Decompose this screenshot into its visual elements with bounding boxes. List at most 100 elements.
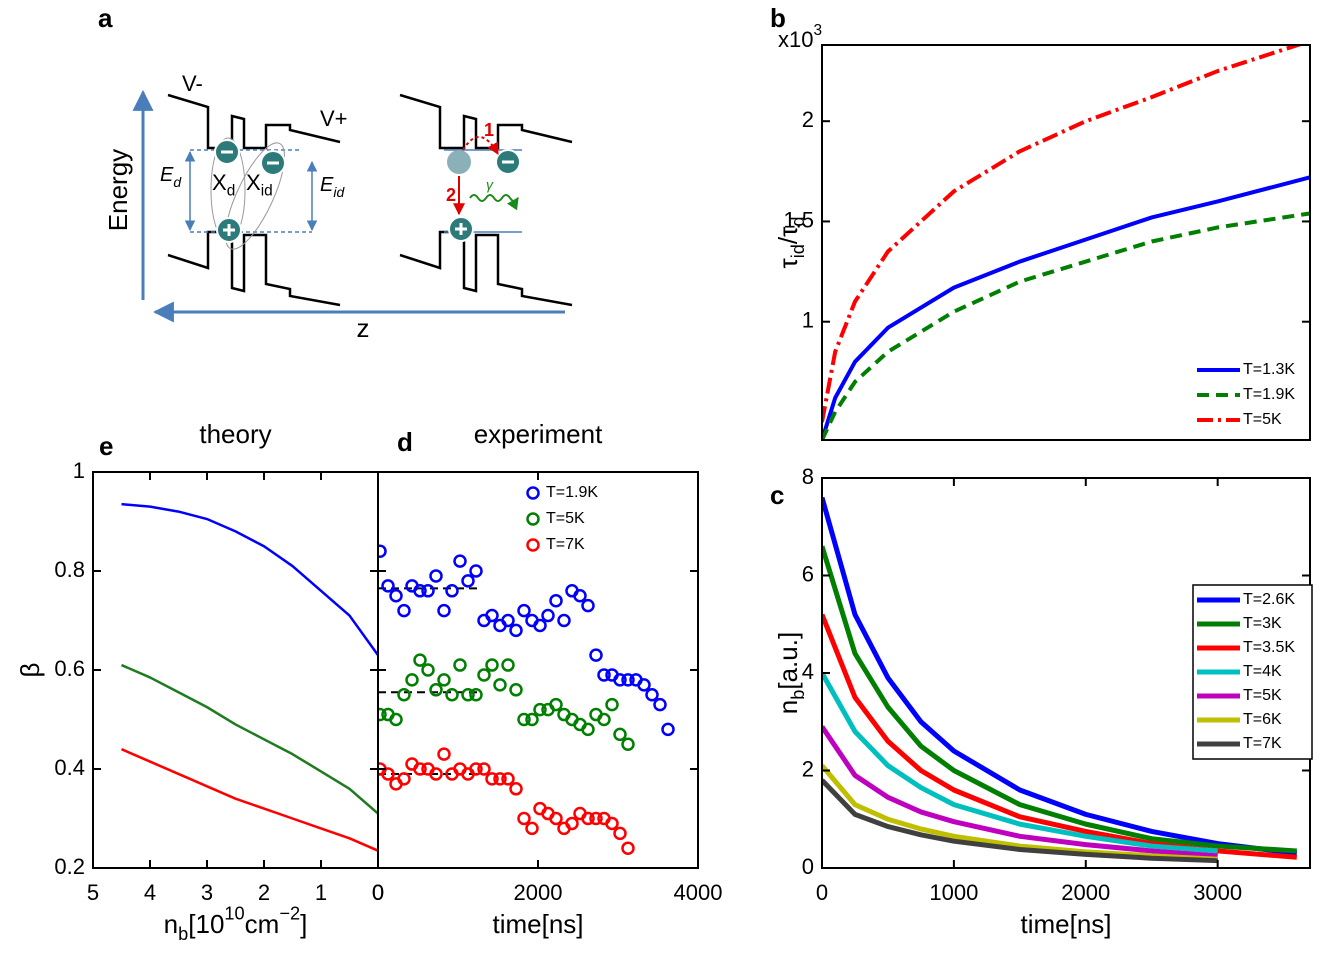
plot-frame bbox=[821, 44, 1311, 441]
series-line bbox=[822, 671, 1218, 854]
legend-label: T=2.6K bbox=[1243, 591, 1295, 608]
data-point bbox=[581, 722, 595, 737]
valence-band bbox=[167, 230, 341, 307]
x-axis-label: time[ns] bbox=[492, 909, 583, 939]
text-part: −2 bbox=[279, 903, 300, 923]
data-point bbox=[381, 767, 395, 781]
data-point bbox=[549, 811, 563, 826]
text-part: d bbox=[227, 183, 236, 200]
data-point bbox=[477, 762, 491, 776]
panel-title: experiment bbox=[474, 419, 603, 449]
data-point bbox=[501, 772, 515, 786]
text-part: 3 bbox=[813, 22, 822, 39]
data-point bbox=[621, 673, 635, 687]
data-point bbox=[469, 688, 483, 702]
text-part: X bbox=[212, 170, 227, 195]
x-tick-label: 0 bbox=[372, 880, 384, 905]
data-point bbox=[597, 668, 611, 682]
x-tick-label: 2 bbox=[258, 880, 270, 905]
panel-label: d bbox=[397, 427, 413, 457]
data-point bbox=[589, 811, 603, 826]
data-point bbox=[389, 589, 403, 603]
x-tick-label: 1000 bbox=[929, 880, 978, 905]
text-part: cm bbox=[245, 909, 280, 939]
data-point bbox=[525, 821, 539, 836]
y-tick-label: 2 bbox=[802, 756, 814, 781]
x-tick-label: 3 bbox=[201, 880, 213, 905]
x-tick-label: 1 bbox=[315, 880, 327, 905]
data-point bbox=[437, 673, 451, 687]
data-point bbox=[549, 697, 563, 712]
data-point bbox=[509, 683, 523, 697]
x-tick-label: 3000 bbox=[1193, 880, 1242, 905]
data-point bbox=[429, 683, 443, 697]
text-part: b bbox=[788, 690, 808, 700]
y-tick-label: 2 bbox=[802, 107, 814, 132]
bias-label: V+ bbox=[320, 106, 348, 131]
axis-multiplier: x103 bbox=[778, 22, 822, 52]
panel-label: e bbox=[99, 431, 113, 461]
data-point bbox=[378, 707, 387, 722]
text-part: E bbox=[160, 164, 174, 186]
panel-title: theory bbox=[199, 419, 271, 449]
energy-label: Energy bbox=[103, 149, 133, 231]
data-point bbox=[533, 702, 547, 717]
data-point bbox=[661, 722, 675, 737]
data-point bbox=[453, 554, 467, 568]
y-tick-label: 0.6 bbox=[54, 656, 85, 681]
energy-symbol: Ed bbox=[160, 164, 182, 189]
data-point bbox=[437, 603, 451, 618]
data-point bbox=[581, 811, 595, 826]
text-part: n bbox=[773, 700, 803, 714]
data-point bbox=[517, 712, 531, 727]
legend-label: T=5K bbox=[546, 510, 585, 527]
step-label: 2 bbox=[446, 185, 456, 205]
text-part: id bbox=[333, 184, 345, 200]
x-axis-label: time[ns] bbox=[1020, 909, 1111, 939]
data-point bbox=[573, 589, 587, 603]
data-point bbox=[613, 727, 627, 742]
text-part: d bbox=[788, 216, 808, 226]
plot-area bbox=[822, 45, 1310, 440]
data-point bbox=[437, 747, 451, 761]
y-axis-label: nb[a.u.] bbox=[773, 632, 808, 714]
y-tick-label: 0.2 bbox=[54, 854, 85, 879]
text-part: x10 bbox=[778, 27, 813, 52]
text-part: [a.u.] bbox=[773, 632, 803, 690]
data-point bbox=[429, 767, 443, 781]
electron-ghost bbox=[447, 150, 471, 174]
data-point bbox=[509, 623, 523, 638]
legend-label: T=3K bbox=[1243, 615, 1282, 632]
y-axis-label: τid/τd bbox=[773, 216, 808, 268]
data-point bbox=[413, 653, 427, 667]
data-point bbox=[453, 658, 467, 672]
plot-area bbox=[121, 502, 378, 852]
plot-frame bbox=[92, 471, 379, 869]
plot-frame bbox=[377, 471, 699, 869]
legend-label: T=5K bbox=[1243, 411, 1282, 428]
y-tick-label: 8 bbox=[802, 464, 814, 489]
data-point bbox=[381, 579, 395, 593]
y-tick-label: 4 bbox=[802, 659, 814, 684]
data-point bbox=[645, 688, 659, 702]
legend-label: T=6K bbox=[1243, 711, 1282, 728]
z-label: z bbox=[357, 313, 370, 343]
data-point bbox=[501, 613, 515, 628]
legend-label: T=3.5K bbox=[1243, 639, 1295, 656]
text-part: b bbox=[178, 924, 188, 944]
data-point bbox=[565, 816, 579, 831]
data-point bbox=[589, 648, 603, 662]
text-part: id bbox=[261, 183, 273, 200]
data-point bbox=[378, 544, 387, 558]
y-tick-label: 0.8 bbox=[54, 557, 85, 582]
right-device bbox=[399, 93, 573, 307]
y-tick-label: 1 bbox=[802, 308, 814, 333]
data-point bbox=[525, 712, 539, 727]
data-point bbox=[549, 593, 563, 608]
data-point bbox=[517, 603, 531, 618]
data-point bbox=[613, 673, 627, 687]
data-point bbox=[461, 688, 475, 702]
y-tick-label: 0 bbox=[802, 854, 814, 879]
data-point bbox=[493, 772, 507, 786]
tunnel-arrow bbox=[462, 136, 499, 156]
